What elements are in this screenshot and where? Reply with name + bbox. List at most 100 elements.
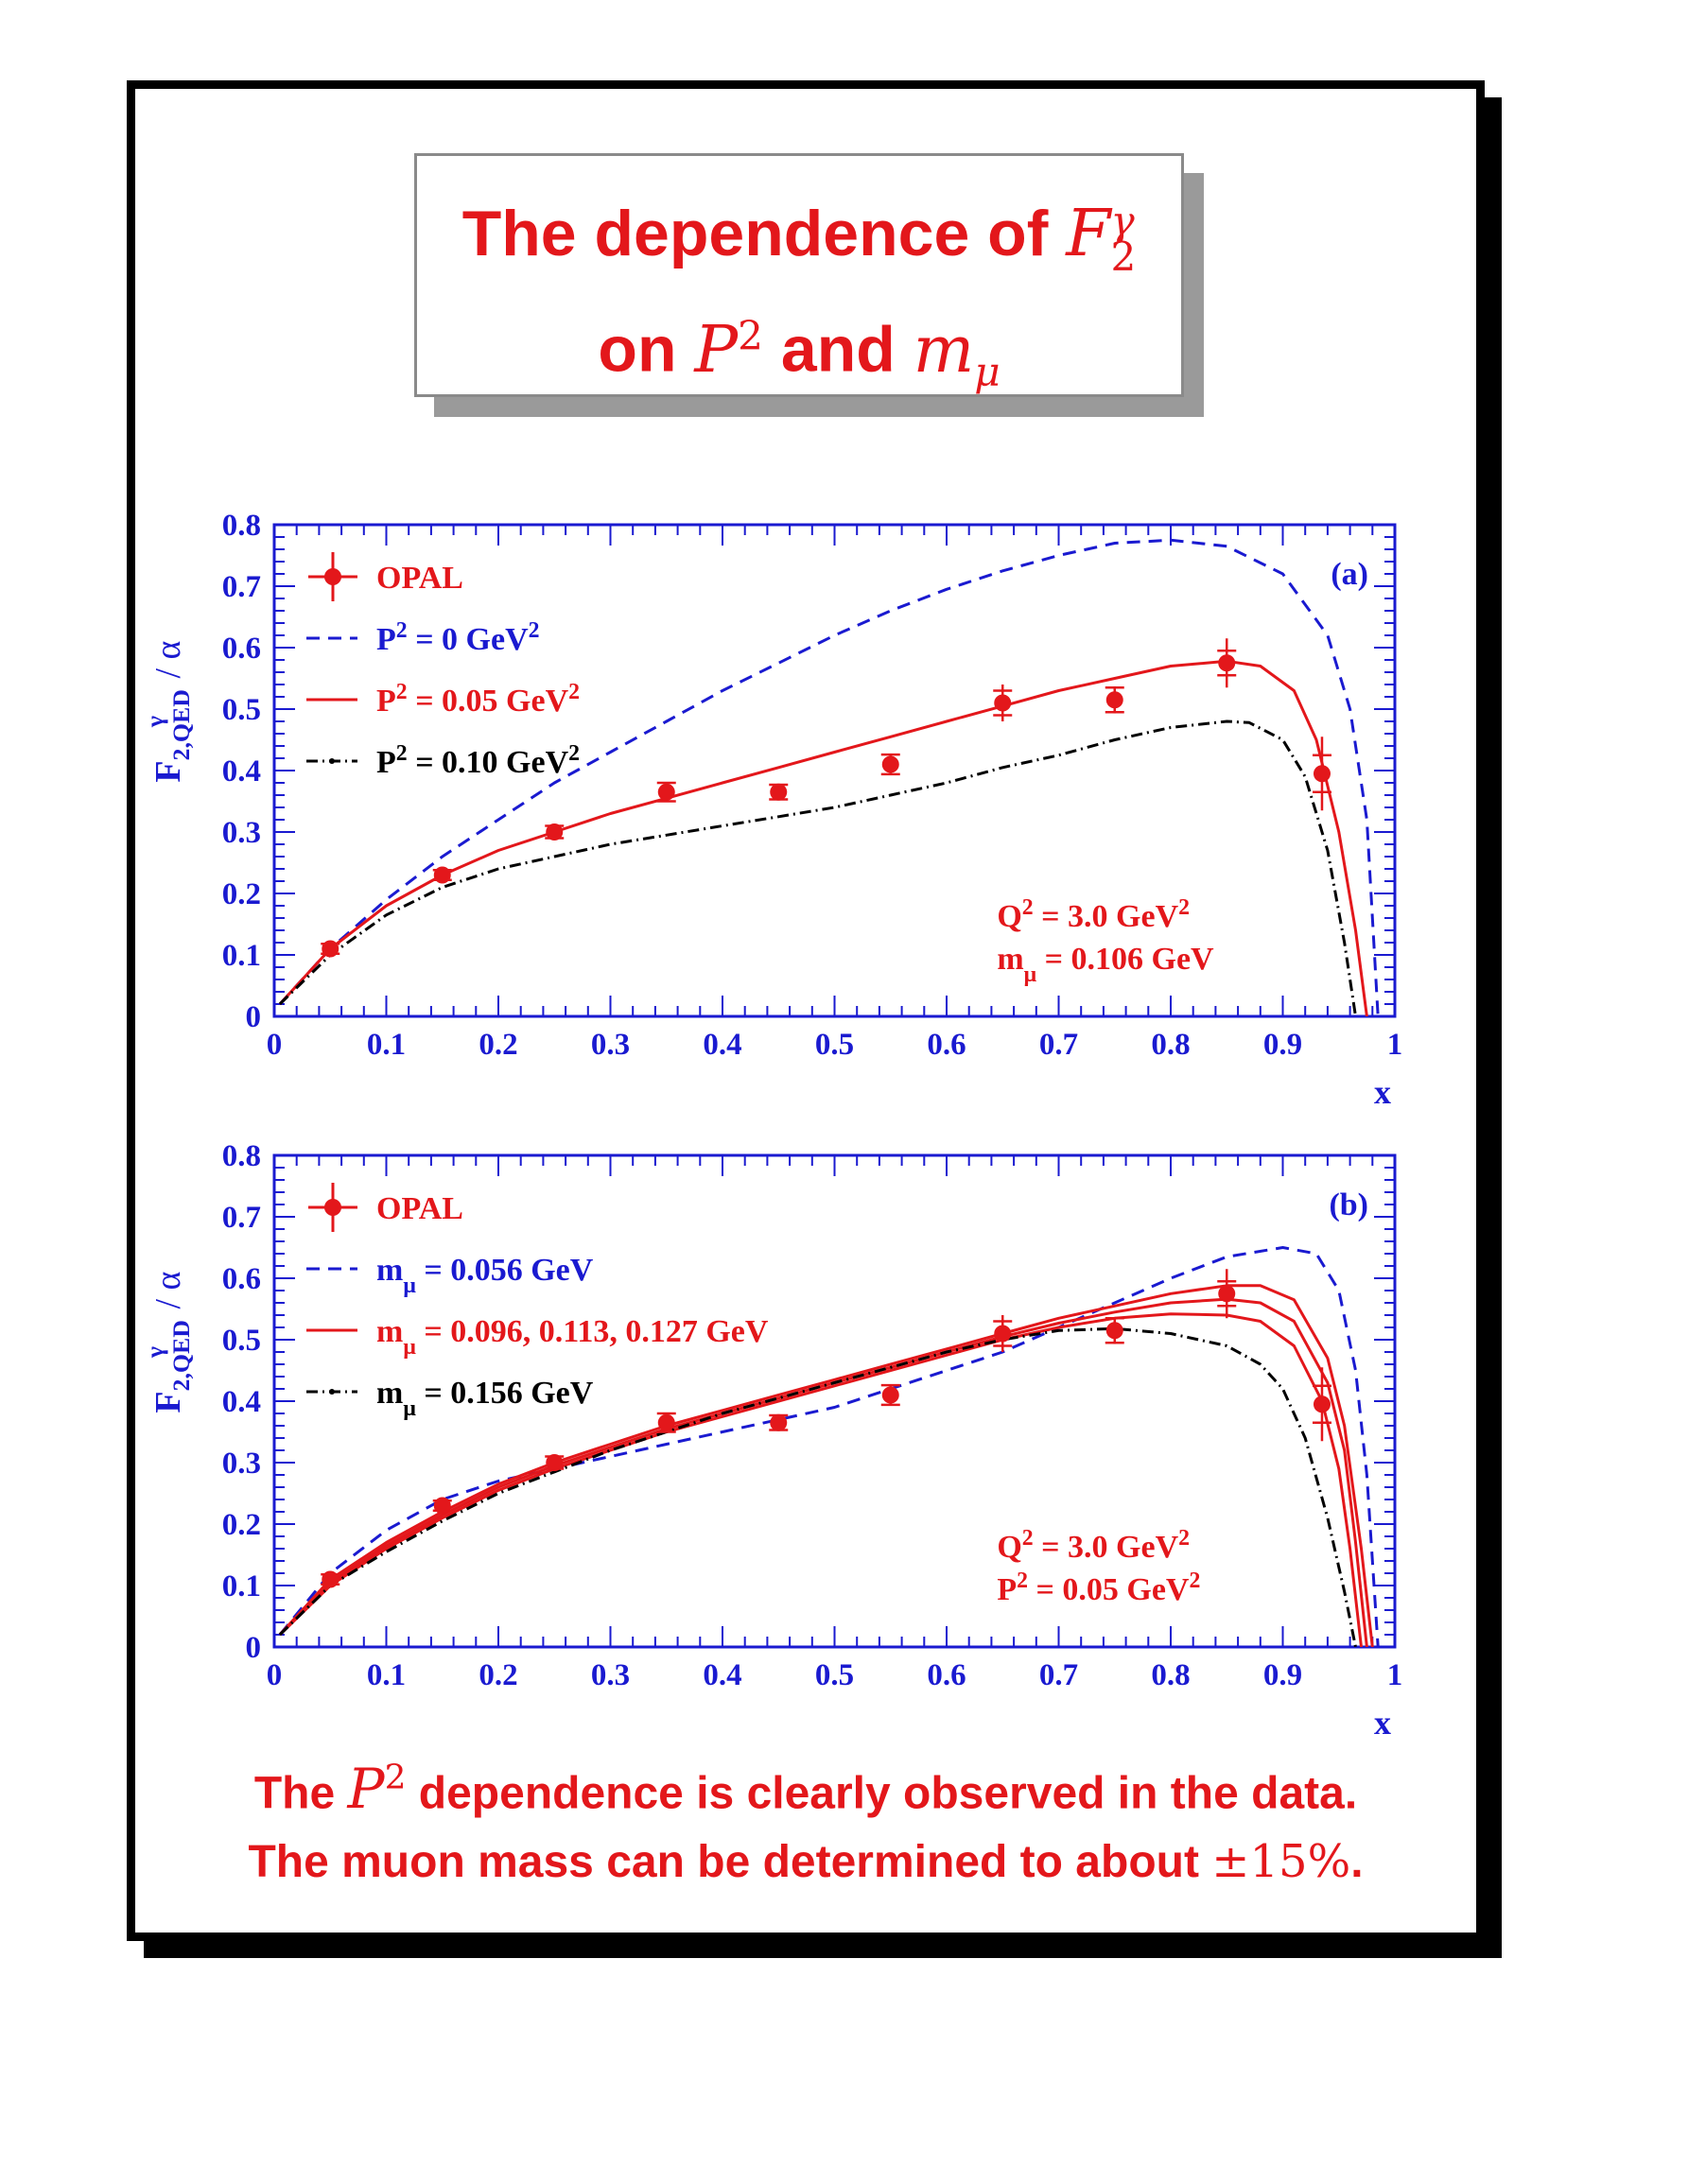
y-label-sub: 2,QED: [167, 1320, 195, 1391]
conclusion-math-pm: ±15%: [1211, 1835, 1351, 1889]
y-label-sup: γ: [141, 716, 168, 728]
x-tick-label: 0.7: [1039, 1658, 1078, 1692]
panel-label: (b): [1329, 1187, 1368, 1222]
text-part: m: [997, 942, 1023, 977]
data-point: [1313, 1395, 1331, 1413]
y-label-f: F: [148, 760, 188, 782]
annotation-text: P2 = 0.05 GeV2: [997, 1569, 1200, 1607]
title-math-p2: P2: [694, 312, 763, 388]
text-part: P: [997, 1572, 1017, 1607]
y-tick-label: 0.6: [222, 1262, 261, 1296]
chart-panel-a: 0 0.1 0.2 0.3 0.4 0.5 0.6 0.7 0.8 0.9 1 0 0.1 0.2 0.3 0…: [141, 509, 1402, 1111]
text-part: = 0.096, 0.113, 0.127 GeV: [416, 1314, 769, 1349]
conclusion-prefix-1: The: [253, 1768, 336, 1819]
data-point: [433, 1497, 451, 1515]
title-math-f-sup: γ: [1110, 197, 1135, 244]
legend-label: P2 = 0.10 GeV2: [376, 741, 580, 780]
text-part: m: [376, 1314, 403, 1349]
text-part: = 0 GeV: [408, 622, 529, 657]
y-tick-label: 0.1: [222, 939, 261, 973]
y-tick-label: 0: [246, 1000, 262, 1034]
y-axis-label: F2,QEDγ / α: [141, 640, 195, 782]
text-part: μ: [403, 1335, 416, 1360]
y-tick-label: 0.8: [222, 1139, 261, 1173]
y-label-sup: γ: [141, 1346, 168, 1359]
data-point: [1313, 765, 1331, 783]
legend-marker-dot: [324, 568, 341, 585]
legend-label: mμ = 0.056 GeV: [376, 1253, 594, 1298]
y-tick-label: 0.3: [222, 816, 261, 850]
conclusion-prefix-2: The muon mass can be determined to about: [248, 1837, 1199, 1888]
data-point: [657, 1413, 675, 1431]
data-point: [433, 866, 451, 884]
title-line-2: on P2 and mμ: [417, 298, 1181, 409]
data-point: [657, 783, 675, 801]
conclusion-suffix-2: .: [1350, 1837, 1364, 1888]
x-tick-label: 0.2: [479, 1028, 517, 1062]
legend-dot: [329, 758, 335, 764]
x-tick-label: 0: [267, 1658, 283, 1692]
data-point: [881, 1386, 899, 1404]
legend-label: P2 = 0 GeV2: [376, 618, 540, 657]
title-math-mmu: mμ: [914, 313, 1001, 395]
series-line-solid-3: [278, 1312, 1363, 1647]
x-tick-label: 0.6: [927, 1028, 966, 1062]
conclusion-line-1: The P2 dependence is clearly observed in…: [127, 1744, 1485, 1828]
y-tick-label: 0.7: [222, 1201, 261, 1235]
text-part: P: [376, 684, 396, 719]
y-tick-label: 0.8: [222, 509, 261, 543]
x-axis-label: x: [1374, 1073, 1391, 1111]
data-point: [1218, 654, 1236, 672]
x-axis-label: x: [1374, 1704, 1391, 1742]
y-label-rest: / α: [148, 640, 188, 687]
text-part: 2: [529, 618, 540, 643]
series-line-dashdot-4: [278, 1326, 1357, 1647]
text-part: 2: [1017, 1569, 1028, 1593]
series-line-solid-2: [278, 1297, 1368, 1647]
y-tick-label: 0.4: [222, 754, 261, 789]
text-part: OPAL: [376, 1191, 463, 1226]
y-tick-label: 0.1: [222, 1569, 261, 1603]
text-part: 2: [1178, 895, 1190, 920]
y-tick-label: 0: [246, 1631, 262, 1665]
series-line-dashdot-2: [278, 719, 1357, 1016]
text-part: 2: [568, 680, 580, 704]
annotation-text: Q2 = 3.0 GeV2: [997, 1526, 1190, 1565]
x-tick-label: 0.1: [367, 1658, 406, 1692]
text-part: P: [376, 745, 396, 780]
text-part: 2: [1178, 1526, 1190, 1551]
x-tick-label: 0.3: [591, 1658, 630, 1692]
x-tick-label: 0.4: [703, 1028, 741, 1062]
conclusion-math-p: P: [347, 1757, 385, 1822]
x-tick-label: 0: [267, 1028, 283, 1062]
y-tick-label: 0.3: [222, 1447, 261, 1481]
legend-label: P2 = 0.05 GeV2: [376, 680, 580, 719]
text-part: μ: [403, 1274, 416, 1298]
text-part: = 0.056 GeV: [416, 1253, 594, 1288]
text-part: 2: [396, 618, 408, 643]
text-part: = 0.106 GeV: [1036, 942, 1214, 977]
y-axis-label: F2,QEDγ / α: [141, 1271, 195, 1413]
y-tick-label: 0.2: [222, 1508, 261, 1542]
data-point: [322, 940, 339, 958]
y-tick-label: 0.7: [222, 570, 261, 604]
x-tick-label: 0.3: [591, 1028, 630, 1062]
x-tick-label: 0.1: [367, 1028, 406, 1062]
text-part: = 3.0 GeV: [1034, 899, 1179, 934]
y-tick-label: 0.4: [222, 1385, 261, 1419]
y-tick-label: 0.5: [222, 693, 261, 727]
y-label-sub: 2,QED: [167, 689, 195, 760]
x-tick-label: 0.8: [1151, 1028, 1190, 1062]
data-point: [322, 1570, 339, 1588]
data-point: [546, 1454, 564, 1471]
x-tick-label: 0.8: [1151, 1658, 1190, 1692]
x-tick-label: 0.9: [1263, 1658, 1302, 1692]
data-point: [1105, 1322, 1123, 1340]
text-part: 2: [1189, 1569, 1200, 1593]
text-part: Q: [997, 1530, 1021, 1565]
text-part: 2: [396, 680, 408, 704]
series-line-dashed-0: [278, 538, 1380, 1016]
